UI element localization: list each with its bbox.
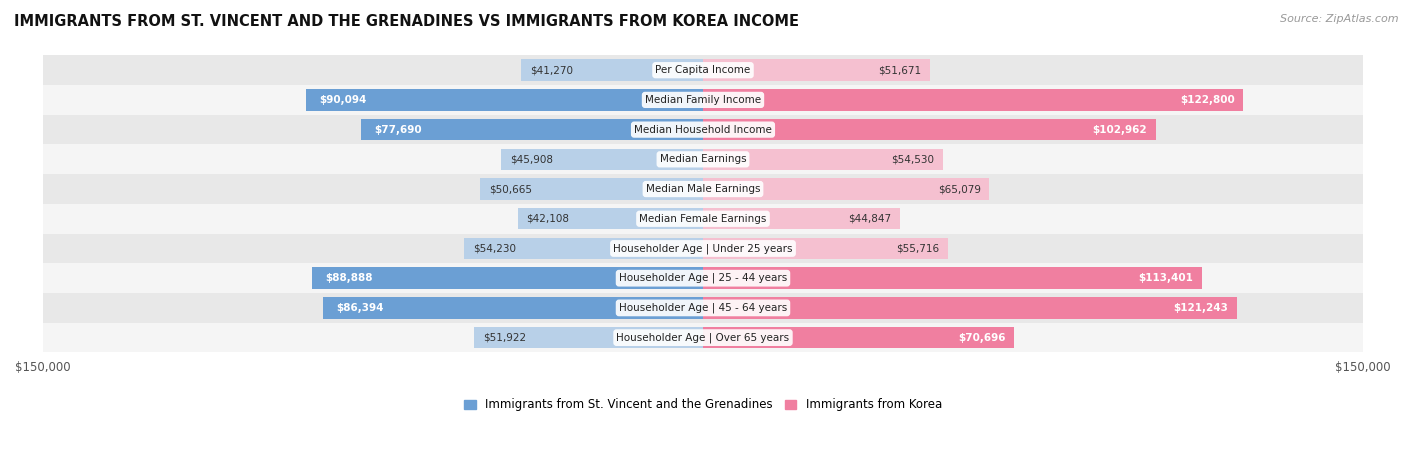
Bar bbox=[703, 59, 931, 81]
Text: $54,230: $54,230 bbox=[474, 243, 516, 254]
Text: $77,690: $77,690 bbox=[374, 125, 422, 134]
Text: $51,671: $51,671 bbox=[879, 65, 921, 75]
Bar bbox=[703, 208, 900, 229]
Text: $42,108: $42,108 bbox=[526, 214, 569, 224]
Bar bbox=[42, 293, 1364, 323]
Text: $55,716: $55,716 bbox=[896, 243, 939, 254]
Bar bbox=[703, 178, 990, 200]
Bar bbox=[42, 85, 1364, 115]
Text: $65,079: $65,079 bbox=[938, 184, 980, 194]
Bar bbox=[312, 268, 703, 289]
Bar bbox=[42, 144, 1364, 174]
Text: $54,530: $54,530 bbox=[891, 154, 934, 164]
Bar bbox=[464, 238, 703, 259]
Text: Per Capita Income: Per Capita Income bbox=[655, 65, 751, 75]
Legend: Immigrants from St. Vincent and the Grenadines, Immigrants from Korea: Immigrants from St. Vincent and the Gren… bbox=[460, 394, 946, 416]
Text: $121,243: $121,243 bbox=[1173, 303, 1227, 313]
Text: $90,094: $90,094 bbox=[319, 95, 367, 105]
Bar bbox=[42, 204, 1364, 234]
Text: Median Female Earnings: Median Female Earnings bbox=[640, 214, 766, 224]
Bar bbox=[479, 178, 703, 200]
Text: Median Male Earnings: Median Male Earnings bbox=[645, 184, 761, 194]
Text: Householder Age | 45 - 64 years: Householder Age | 45 - 64 years bbox=[619, 303, 787, 313]
Text: $41,270: $41,270 bbox=[530, 65, 574, 75]
Bar bbox=[703, 297, 1237, 318]
Text: $88,888: $88,888 bbox=[325, 273, 373, 283]
Text: IMMIGRANTS FROM ST. VINCENT AND THE GRENADINES VS IMMIGRANTS FROM KOREA INCOME: IMMIGRANTS FROM ST. VINCENT AND THE GREN… bbox=[14, 14, 799, 29]
Text: $113,401: $113,401 bbox=[1139, 273, 1194, 283]
Text: $102,962: $102,962 bbox=[1092, 125, 1147, 134]
Bar bbox=[703, 327, 1014, 348]
Text: Source: ZipAtlas.com: Source: ZipAtlas.com bbox=[1281, 14, 1399, 24]
Text: Median Family Income: Median Family Income bbox=[645, 95, 761, 105]
Text: $50,665: $50,665 bbox=[489, 184, 531, 194]
Bar bbox=[307, 89, 703, 111]
Bar bbox=[42, 115, 1364, 144]
Bar bbox=[474, 327, 703, 348]
Bar bbox=[42, 234, 1364, 263]
Bar bbox=[703, 89, 1243, 111]
Text: $44,847: $44,847 bbox=[848, 214, 891, 224]
Bar bbox=[703, 149, 943, 170]
Bar bbox=[42, 55, 1364, 85]
Text: Householder Age | 25 - 44 years: Householder Age | 25 - 44 years bbox=[619, 273, 787, 283]
Bar bbox=[42, 263, 1364, 293]
Text: Householder Age | Over 65 years: Householder Age | Over 65 years bbox=[616, 333, 790, 343]
Text: $51,922: $51,922 bbox=[484, 333, 526, 343]
Text: Median Household Income: Median Household Income bbox=[634, 125, 772, 134]
Bar bbox=[703, 119, 1156, 140]
Bar bbox=[522, 59, 703, 81]
Bar bbox=[42, 323, 1364, 353]
Bar bbox=[703, 268, 1202, 289]
Text: $122,800: $122,800 bbox=[1180, 95, 1234, 105]
Text: Householder Age | Under 25 years: Householder Age | Under 25 years bbox=[613, 243, 793, 254]
Bar bbox=[42, 174, 1364, 204]
Bar bbox=[501, 149, 703, 170]
Bar bbox=[517, 208, 703, 229]
Bar bbox=[323, 297, 703, 318]
Text: Median Earnings: Median Earnings bbox=[659, 154, 747, 164]
Bar bbox=[703, 238, 948, 259]
Bar bbox=[361, 119, 703, 140]
Text: $45,908: $45,908 bbox=[510, 154, 553, 164]
Text: $70,696: $70,696 bbox=[957, 333, 1005, 343]
Text: $86,394: $86,394 bbox=[336, 303, 384, 313]
